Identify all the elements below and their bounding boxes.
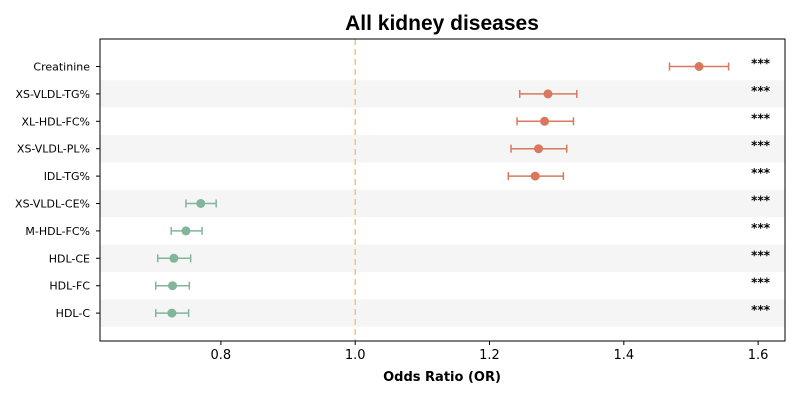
significance-label: *** [751, 248, 771, 262]
plot-frame [99, 38, 786, 342]
category-label: IDL-TG% [44, 170, 90, 183]
data-row [510, 144, 568, 154]
odds-ratio-point [534, 144, 544, 154]
chart-title: All kidney diseases [345, 12, 539, 35]
row-band [100, 80, 785, 108]
y-axis: Creatinine XS-VLDL-TG% XL-HDL-FC% XS-VLDL-P… [15, 61, 100, 320]
significance-label: *** [751, 166, 771, 180]
odds-ratio-point [181, 226, 191, 236]
category-label: M-HDL-FC% [25, 225, 90, 238]
category-label: HDL-FC [49, 280, 90, 293]
row-band [100, 244, 785, 272]
odds-ratio-point [169, 253, 179, 263]
x-tick-label: 1.2 [479, 348, 500, 363]
data-row [507, 171, 565, 181]
significance-label: *** [751, 276, 771, 290]
x-axis-label: Odds Ratio (OR) [383, 370, 501, 385]
data-row [154, 281, 191, 291]
odds-ratio-point [543, 89, 553, 99]
category-label: HDL-CE [49, 252, 90, 265]
x-tick-label: 0.8 [211, 348, 232, 363]
odds-ratio-point [530, 171, 540, 181]
data-row [185, 199, 217, 208]
x-tick-label: 1.4 [613, 348, 634, 363]
x-tick-label: 1.0 [345, 348, 366, 363]
category-label: XL-HDL-FC% [21, 115, 90, 128]
row-band [100, 299, 785, 327]
significance-label: *** [751, 139, 771, 153]
significance-label: *** [751, 221, 771, 235]
significance-label: *** [751, 303, 771, 317]
row-bands [100, 80, 785, 327]
category-label: HDL-C [56, 307, 91, 320]
category-label: Creatinine [33, 61, 90, 74]
category-label: XS-VLDL-CE% [15, 198, 90, 211]
significance-label: *** [751, 194, 771, 208]
odds-ratio-point [196, 199, 206, 208]
category-label: XS-VLDL-PL% [17, 143, 90, 156]
data-row [516, 116, 575, 126]
category-label: XS-VLDL-TG% [15, 88, 90, 101]
significance-label: *** [751, 111, 771, 125]
row-band [100, 135, 785, 163]
data-markers [154, 62, 730, 318]
odds-ratio-point [167, 308, 177, 318]
odds-ratio-point [694, 62, 704, 71]
x-axis: 0.8 1.0 1.2 1.4 1.6 [211, 341, 769, 363]
data-row [518, 89, 578, 99]
data-row [170, 226, 203, 236]
significance-label: *** [751, 84, 771, 98]
data-row [668, 62, 730, 71]
data-row [154, 308, 190, 318]
significance-label: *** [751, 57, 771, 71]
significance-labels: *** *** *** *** *** *** *** *** *** *** [751, 57, 771, 318]
data-row [157, 253, 192, 263]
x-tick-label: 1.6 [748, 348, 769, 363]
odds-ratio-point [168, 281, 178, 291]
odds-ratio-point [540, 116, 550, 126]
